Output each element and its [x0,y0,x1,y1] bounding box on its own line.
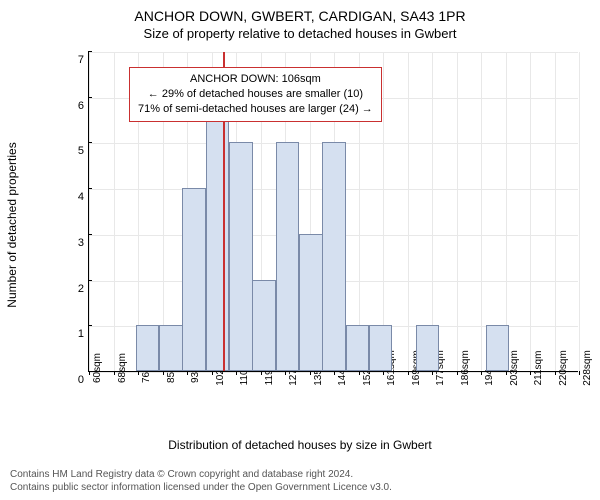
y-tick-label: 5 [78,145,84,157]
x-tick-mark [481,371,482,375]
x-axis-label: Distribution of detached houses by size … [168,438,431,452]
histogram-bar [229,142,253,371]
y-tick-mark [88,371,92,372]
y-tick-mark [88,188,92,189]
y-tick-label: 4 [78,191,84,203]
x-tick-mark [432,371,433,375]
x-tick-mark [114,371,115,375]
page-title-1: ANCHOR DOWN, GWBERT, CARDIGAN, SA43 1PR [0,0,600,24]
y-axis-label: Number of detached properties [5,142,19,307]
gridline-v [530,52,531,371]
page-title-2: Size of property relative to detached ho… [0,24,600,41]
histogram-bar [276,142,300,371]
annotation-box: ANCHOR DOWN: 106sqm ← 29% of detached ho… [129,67,382,122]
x-tick-label: 68sqm [117,353,128,383]
y-tick-mark [88,51,92,52]
chart-container: ANCHOR DOWN, GWBERT, CARDIGAN, SA43 1PR … [0,0,600,500]
y-tick-label: 0 [78,374,84,386]
histogram-bar [346,325,370,371]
histogram-bar [136,325,160,371]
annotation-line3: 71% of semi-detached houses are larger (… [138,102,373,117]
x-tick-label: 186sqm [460,350,471,386]
footer-line2: Contains public sector information licen… [10,481,392,494]
gridline-v [432,52,433,371]
plot-area: 60sqm68sqm76sqm85sqm93sqm102sqm110sqm119… [58,52,578,402]
x-tick-mark [359,371,360,375]
y-tick-mark [88,234,92,235]
histogram-bar [206,97,230,371]
y-tick-mark [88,97,92,98]
gridline-v [383,52,384,371]
x-tick-mark [138,371,139,375]
y-tick-label: 2 [78,283,84,295]
y-tick-label: 7 [78,54,84,66]
y-tick-mark [88,280,92,281]
histogram-bar [416,325,440,371]
x-tick-label: 203sqm [509,350,520,386]
gridline-v [481,52,482,371]
x-tick-label: 211sqm [533,351,544,386]
histogram-bar [252,280,276,371]
histogram-bar [486,325,510,371]
x-tick-mark [261,371,262,375]
histogram-bar [369,325,393,371]
x-tick-mark [408,371,409,375]
y-tick-label: 3 [78,237,84,249]
x-tick-mark [310,371,311,375]
y-tick-label: 1 [78,328,84,340]
x-tick-label: 60sqm [92,353,103,383]
gridline-v [89,52,90,371]
footer-line1: Contains HM Land Registry data © Crown c… [10,468,392,481]
gridline-v [555,52,556,371]
x-tick-label: 220sqm [558,350,569,386]
histogram-bar [182,188,206,371]
y-axis: 0 1 2 3 4 5 6 7 [58,52,88,402]
x-tick-mark [212,371,213,375]
gridline-v [579,52,580,371]
histogram-bar [159,325,183,371]
x-tick-mark [457,371,458,375]
x-tick-mark [236,371,237,375]
x-tick-mark [530,371,531,375]
footer: Contains HM Land Registry data © Crown c… [10,468,392,494]
gridline-v [114,52,115,371]
gridline-v [506,52,507,371]
x-tick-mark [555,371,556,375]
histogram-bar [299,234,323,371]
y-tick-mark [88,325,92,326]
x-tick-mark [579,371,580,375]
x-tick-mark [285,371,286,375]
y-tick-mark [88,142,92,143]
x-tick-mark [334,371,335,375]
x-tick-mark [187,371,188,375]
x-tick-mark [163,371,164,375]
annotation-line2: ← 29% of detached houses are smaller (10… [138,87,373,102]
x-tick-mark [383,371,384,375]
x-tick-label: 228sqm [582,350,593,386]
annotation-line1: ANCHOR DOWN: 106sqm [138,72,373,87]
chart-body: 60sqm68sqm76sqm85sqm93sqm102sqm110sqm119… [88,52,578,372]
histogram-bar [322,142,346,371]
gridline-v [408,52,409,371]
y-tick-label: 6 [78,100,84,112]
gridline-v [457,52,458,371]
x-tick-mark [506,371,507,375]
